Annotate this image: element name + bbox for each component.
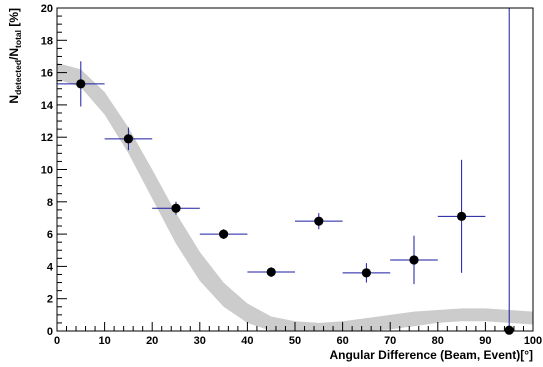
y-tick-label: 4 [47,261,54,273]
point-layer [76,79,514,335]
y-axis-title-end: [%] [7,8,21,30]
data-point [361,268,371,278]
y-tick-label: 20 [41,3,53,15]
y-tick-label: 10 [41,165,53,177]
data-point [219,229,229,239]
y-tick-label: 12 [41,132,53,144]
x-axis-title: Angular Difference (Beam, Event)[°] [329,348,533,362]
x-tick-label: 40 [241,335,253,347]
data-point [171,203,181,213]
y-tick-label: 2 [47,294,53,306]
band-layer [57,62,533,332]
uncertainty-band [57,62,533,332]
x-tick-label: 20 [146,335,158,347]
y-tick-label: 0 [47,326,53,338]
x-tick-label: 80 [432,335,444,347]
tick-label-layer: 0 10 20 30 40 50 60 70 80 90 100 0 2 4 6 8 10 12 14 16 18 20 [41,3,542,347]
data-point [123,134,133,144]
data-point [76,79,86,89]
x-tick-label: 70 [384,335,396,347]
y-tick-label: 18 [41,35,53,47]
y-tick-label: 6 [47,229,53,241]
y-axis-title-sub2: total [13,30,23,48]
data-point [409,255,419,265]
data-point [457,211,467,221]
data-point [504,325,514,335]
x-tick-label: 30 [194,335,206,347]
x-tick-label: 10 [98,335,110,347]
y-axis-title: Ndetected/Ntotal [%] [7,8,23,104]
x-tick-label: 90 [479,335,491,347]
y-tick-label: 14 [41,100,54,112]
x-tick-label: 100 [524,335,542,347]
y-tick-label: 16 [41,68,53,80]
tick-layer [56,7,534,332]
x-tick-label: 50 [289,335,301,347]
x-tick-label: 60 [336,335,348,347]
data-point [314,216,324,226]
y-axis-title-mid: /N [7,48,21,60]
x-tick-label: 0 [54,335,60,347]
y-axis-title-sub1: detected [13,60,23,95]
y-tick-label: 8 [47,197,53,209]
data-point [266,267,276,277]
y-axis-title-n1: N [7,95,21,104]
